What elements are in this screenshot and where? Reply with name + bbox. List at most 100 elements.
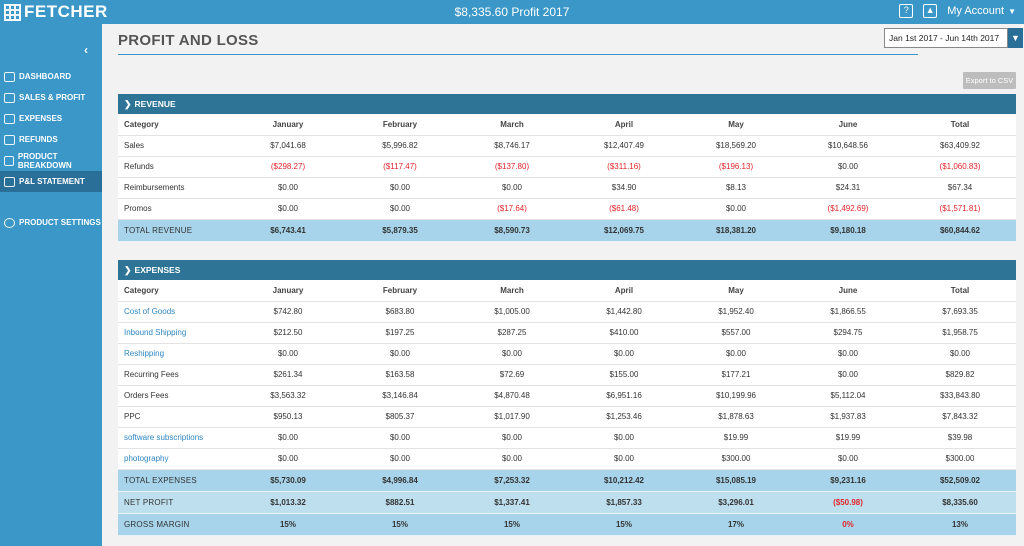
date-range-picker[interactable]: Jan 1st 2017 - Jun 14th 2017 bbox=[884, 28, 1008, 48]
column-header: March bbox=[456, 280, 568, 302]
revenue-panel: ❯ REVENUE Category January February March Apr… bbox=[118, 94, 1016, 242]
table-row: photography $0.00 $0.00 $0.00 $0.00 $300.00 $0… bbox=[118, 448, 1016, 470]
cell-value: $0.00 bbox=[232, 343, 344, 365]
cell-value: 15% bbox=[568, 513, 680, 536]
row-category[interactable]: software subscriptions bbox=[118, 427, 232, 449]
sidebar-item-dashboard[interactable]: DASHBOARD bbox=[0, 66, 102, 87]
table-row: software subscriptions $0.00 $0.00 $0.00 $0.… bbox=[118, 427, 1016, 449]
table-row: Sales $7,041.68 $5,996.82 $8,746.17 $12,407.… bbox=[118, 135, 1016, 157]
cell-value: 17% bbox=[680, 513, 792, 536]
cell-value: $52,509.02 bbox=[904, 469, 1016, 492]
top-bar: FETCHER $8,335.60 Profit 2017 ? ▲ My Acc… bbox=[0, 0, 1024, 24]
sidebar-item-label: PRODUCT SETTINGS bbox=[19, 218, 101, 227]
my-account-label: My Account bbox=[947, 5, 1005, 17]
cell-value: $63,409.92 bbox=[904, 135, 1016, 157]
cell-value: $3,146.84 bbox=[344, 385, 456, 407]
expenses-icon bbox=[4, 113, 15, 124]
cell-value: $67.34 bbox=[904, 177, 1016, 199]
column-header: Category bbox=[118, 280, 232, 302]
total-row: TOTAL EXPENSES $5,730.09 $4,996.84 $7,253.3… bbox=[118, 469, 1016, 492]
chevron-down-icon: ▼ bbox=[1008, 7, 1016, 16]
notification-bell-icon[interactable]: ▲ bbox=[923, 4, 938, 18]
sidebar-item-refunds[interactable]: REFUNDS bbox=[0, 129, 102, 150]
profit-summary: $8,335.60 Profit 2017 bbox=[454, 5, 570, 19]
table-row: Refunds ($298.27) ($117.47) ($137.80) ($311.… bbox=[118, 156, 1016, 178]
cell-value: $0.00 bbox=[568, 343, 680, 365]
cell-value: ($61.48) bbox=[568, 198, 680, 220]
cell-value: $0.00 bbox=[344, 177, 456, 199]
cell-value: $10,648.56 bbox=[792, 135, 904, 157]
cell-value: $0.00 bbox=[344, 448, 456, 470]
help-icon[interactable]: ? bbox=[899, 4, 914, 18]
sidebar-item-pl-statement[interactable]: P&L STATEMENT bbox=[0, 171, 102, 192]
cell-value: $5,730.09 bbox=[232, 469, 344, 492]
row-category: Reimbursements bbox=[118, 177, 232, 199]
row-category: PPC bbox=[118, 406, 232, 428]
table-header-row: Category January February March April May June… bbox=[118, 114, 1016, 136]
export-csv-button[interactable]: Export to CSV bbox=[963, 72, 1016, 89]
cell-value: $882.51 bbox=[344, 491, 456, 514]
column-header: April bbox=[568, 280, 680, 302]
cell-value: $6,743.41 bbox=[232, 219, 344, 242]
sidebar-item-label: EXPENSES bbox=[19, 114, 63, 123]
cell-value: 15% bbox=[456, 513, 568, 536]
chevron-right-icon: ❯ bbox=[124, 99, 132, 109]
revenue-panel-header[interactable]: ❯ REVENUE bbox=[118, 94, 1016, 114]
cell-value: $829.82 bbox=[904, 364, 1016, 386]
cell-value: $805.37 bbox=[344, 406, 456, 428]
row-category[interactable]: Reshipping bbox=[118, 343, 232, 365]
row-category: TOTAL REVENUE bbox=[118, 219, 232, 242]
cell-value: $0.00 bbox=[792, 343, 904, 365]
column-header: February bbox=[344, 114, 456, 136]
gear-icon bbox=[4, 217, 15, 228]
sidebar-item-product-breakdown[interactable]: PRODUCT BREAKDOWN bbox=[0, 150, 102, 171]
table-row: Reshipping $0.00 $0.00 $0.00 $0.00 $0.00 $0.00… bbox=[118, 343, 1016, 365]
cell-value: $0.00 bbox=[232, 177, 344, 199]
cell-value: $0.00 bbox=[680, 343, 792, 365]
chevron-down-icon: ▼ bbox=[1011, 33, 1020, 43]
cell-value: $1,253.46 bbox=[568, 406, 680, 428]
app-logo[interactable]: FETCHER bbox=[4, 2, 108, 22]
total-row: NET PROFIT $1,013.32 $882.51 $1,337.41 $1,85… bbox=[118, 491, 1016, 514]
sidebar-item-product-settings[interactable]: PRODUCT SETTINGS bbox=[0, 212, 102, 233]
cell-value: $163.58 bbox=[344, 364, 456, 386]
row-category[interactable]: photography bbox=[118, 448, 232, 470]
date-range-dropdown-button[interactable]: ▼ bbox=[1008, 28, 1023, 48]
cell-value: $0.00 bbox=[904, 343, 1016, 365]
cell-value: $1,958.75 bbox=[904, 322, 1016, 344]
row-category[interactable]: Inbound Shipping bbox=[118, 322, 232, 344]
cell-value: 15% bbox=[232, 513, 344, 536]
row-category: Promos bbox=[118, 198, 232, 220]
cell-value: $300.00 bbox=[904, 448, 1016, 470]
cell-value: $4,870.48 bbox=[456, 385, 568, 407]
row-category[interactable]: Cost of Goods bbox=[118, 301, 232, 323]
table-row: Orders Fees $3,563.32 $3,146.84 $4,870.48 $6… bbox=[118, 385, 1016, 407]
main-content: PROFIT AND LOSS Jan 1st 2017 - Jun 14th … bbox=[102, 24, 1024, 546]
cell-value: $3,296.01 bbox=[680, 491, 792, 514]
cell-value: $33,843.80 bbox=[904, 385, 1016, 407]
cell-value: $261.34 bbox=[232, 364, 344, 386]
cell-value: $177.21 bbox=[680, 364, 792, 386]
cell-value: $34.90 bbox=[568, 177, 680, 199]
cell-value: ($137.80) bbox=[456, 156, 568, 178]
cell-value: $1,952.40 bbox=[680, 301, 792, 323]
cell-value: $8,590.73 bbox=[456, 219, 568, 242]
column-header: June bbox=[792, 114, 904, 136]
revenue-table: Category January February March April May June… bbox=[118, 114, 1016, 242]
column-header: June bbox=[792, 280, 904, 302]
row-category: Sales bbox=[118, 135, 232, 157]
cell-value: $0.00 bbox=[456, 177, 568, 199]
table-row: Cost of Goods $742.80 $683.80 $1,005.00 $1,4… bbox=[118, 301, 1016, 323]
cell-value: $8,335.60 bbox=[904, 491, 1016, 514]
sidebar-item-expenses[interactable]: EXPENSES bbox=[0, 108, 102, 129]
collapse-sidebar-button[interactable]: ‹ bbox=[84, 43, 88, 57]
cell-value: $15,085.19 bbox=[680, 469, 792, 492]
cell-value: $60,844.62 bbox=[904, 219, 1016, 242]
row-category: Recurring Fees bbox=[118, 364, 232, 386]
sidebar-item-sales-profit[interactable]: SALES & PROFIT bbox=[0, 87, 102, 108]
cell-value: $12,407.49 bbox=[568, 135, 680, 157]
my-account-menu[interactable]: My Account ▼ bbox=[947, 5, 1016, 17]
expenses-panel-header[interactable]: ❯ EXPENSES bbox=[118, 260, 1016, 280]
cell-value: $10,199.96 bbox=[680, 385, 792, 407]
statement-icon bbox=[4, 176, 15, 187]
